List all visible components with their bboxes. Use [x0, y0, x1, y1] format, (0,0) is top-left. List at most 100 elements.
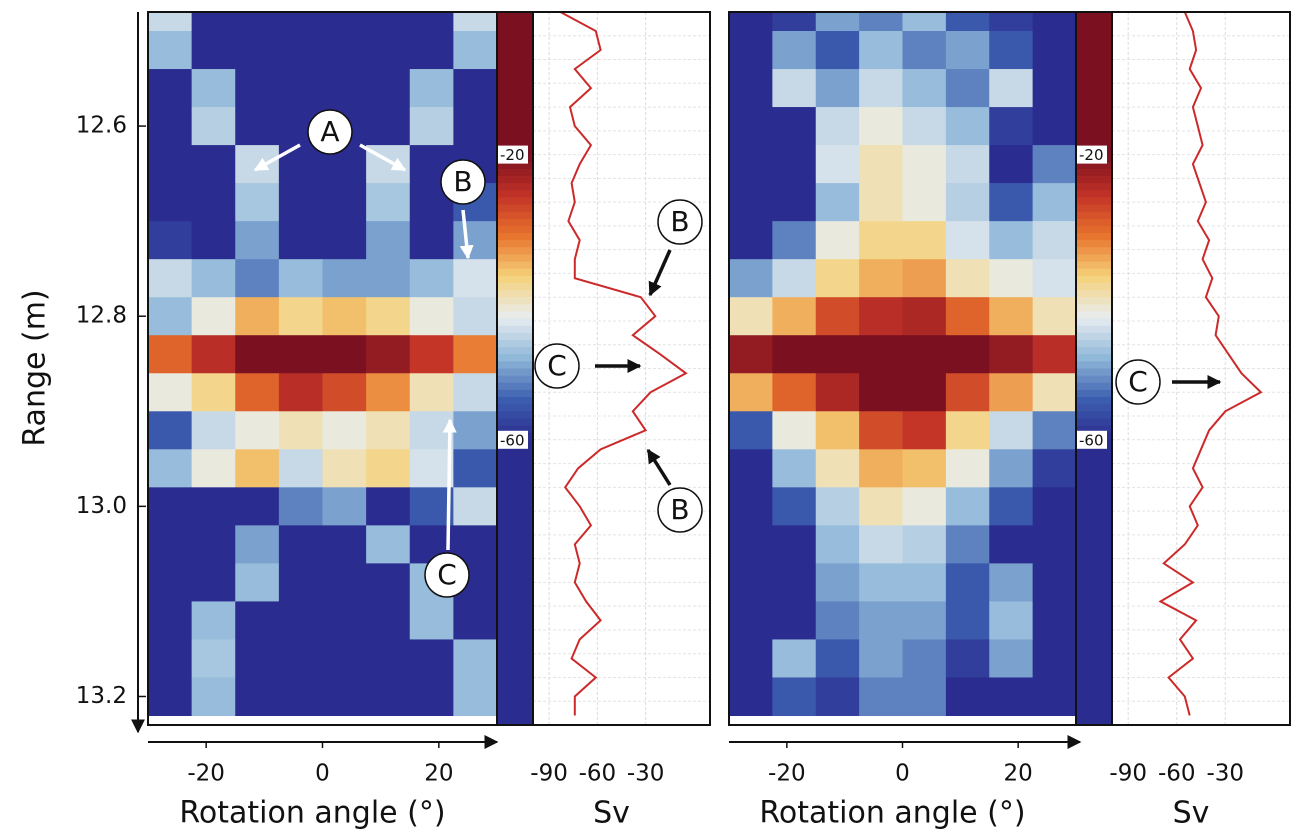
heatmap-cell	[772, 12, 817, 32]
heatmap-cell	[729, 487, 773, 526]
heatmap-cell	[815, 525, 860, 564]
heatmap-cell	[815, 563, 860, 602]
heatmap-cell	[191, 335, 236, 374]
colorbar-strip	[497, 525, 533, 533]
heatmap-cell	[322, 487, 367, 526]
heatmap-cell	[278, 221, 323, 260]
heatmap-cell	[235, 297, 280, 336]
heatmap-cell	[989, 411, 1034, 450]
heatmap-cell	[945, 677, 990, 716]
colorbar-strip	[1076, 140, 1112, 148]
heatmap-cell	[902, 69, 947, 108]
heatmap-cell	[191, 183, 236, 222]
colorbar-strip	[1076, 325, 1112, 334]
heatmap-cell	[453, 12, 497, 32]
heatmap-cell	[1032, 107, 1076, 146]
colorbar-label-bg	[498, 145, 528, 164]
annotation-label: B	[453, 165, 472, 198]
heatmap-cell	[772, 221, 817, 260]
colorbar-strip	[497, 496, 533, 505]
heatmap-cell	[1032, 563, 1076, 602]
heatmap-cell	[859, 639, 903, 678]
colorbar-strip	[497, 454, 533, 462]
colorbar-strip	[1076, 389, 1112, 398]
heatmap-cell	[366, 335, 411, 374]
heatmap-cell	[235, 145, 280, 184]
heatmap-cell	[859, 69, 903, 108]
heatmap-cell	[902, 31, 947, 70]
plot-frame	[532, 11, 711, 726]
colorbar-strip	[497, 311, 533, 320]
colorbar-strip	[1076, 247, 1112, 255]
colorbar-strip	[1076, 532, 1112, 541]
colorbar-strip	[1076, 90, 1112, 99]
panel: -20 -60 -20 0 20 Rotation angle (°) 12.6 12.8 13…	[18, 11, 534, 831]
heatmap-cell	[859, 411, 903, 450]
heatmap-cell	[729, 69, 773, 108]
heatmap-cell	[453, 297, 497, 336]
heatmap-cell	[815, 335, 860, 374]
heatmap-cell	[453, 335, 497, 374]
x-axis-title: Rotation angle (°)	[179, 796, 445, 831]
colorbar-strip	[1076, 675, 1112, 683]
colorbar-strip	[497, 26, 533, 34]
annotation-label: B	[670, 493, 689, 526]
heatmap-cell	[815, 411, 860, 450]
heatmap-cell	[902, 563, 947, 602]
heatmap-cell	[815, 259, 860, 298]
colorbar-tick-label: -60	[1079, 431, 1104, 449]
heatmap-cell	[815, 107, 860, 146]
colorbar-strip	[1076, 610, 1112, 619]
heatmap-cell	[409, 601, 454, 640]
heatmap-cell	[729, 297, 773, 336]
annotation-label: C	[547, 349, 567, 382]
heatmap-cell	[322, 563, 367, 602]
colorbar-strip	[1076, 411, 1112, 419]
colorbar-strip	[1076, 418, 1112, 427]
colorbar-strip	[497, 240, 533, 248]
colorbar-strip	[1076, 625, 1112, 633]
heatmap	[148, 12, 497, 716]
colorbar-strip	[497, 368, 533, 377]
heatmap-cell	[945, 183, 990, 222]
heatmap-cell	[772, 487, 817, 526]
colorbar-strip	[497, 382, 533, 391]
heatmap-cell	[278, 525, 323, 564]
heatmap-cell	[366, 639, 411, 678]
heatmap-cell	[989, 12, 1034, 32]
heatmap-cell	[989, 69, 1034, 108]
annotation-arrow	[648, 249, 672, 297]
heatmap-cell	[191, 12, 236, 32]
heatmap-cell	[989, 335, 1034, 374]
annotation-arrow	[359, 143, 407, 172]
heatmap-cell	[322, 221, 367, 260]
colorbar-tick-label: -20	[1079, 146, 1104, 164]
colorbar-strip	[1076, 454, 1112, 462]
heatmap-cell	[902, 639, 947, 678]
colorbar-strip	[497, 589, 533, 598]
colorbar-strip	[497, 304, 533, 312]
heatmap-cell	[815, 449, 860, 488]
colorbar-strip	[497, 118, 533, 127]
heatmap-cell	[322, 335, 367, 374]
colorbar-strip	[497, 703, 533, 712]
colorbar-strip	[1076, 168, 1112, 177]
heatmap-cell	[366, 69, 411, 108]
heatmap-cell	[322, 525, 367, 564]
heatmap-cell	[902, 107, 947, 146]
heatmap-cell	[859, 677, 903, 716]
heatmap-cell	[235, 107, 280, 146]
heatmap-cell	[772, 525, 817, 564]
heatmap-cell	[235, 183, 280, 222]
colorbar-strip	[497, 126, 533, 134]
colorbar-strip	[1076, 347, 1112, 355]
heatmap-cell	[1032, 145, 1076, 184]
heatmap-cell	[366, 107, 411, 146]
colorbar-strip	[497, 610, 533, 619]
heatmap-cell	[278, 487, 323, 526]
y-tick-label: 13.0	[76, 493, 127, 519]
heatmap-cell	[945, 335, 990, 374]
colorbar-strip	[1076, 354, 1112, 362]
heatmap-cell	[945, 449, 990, 488]
